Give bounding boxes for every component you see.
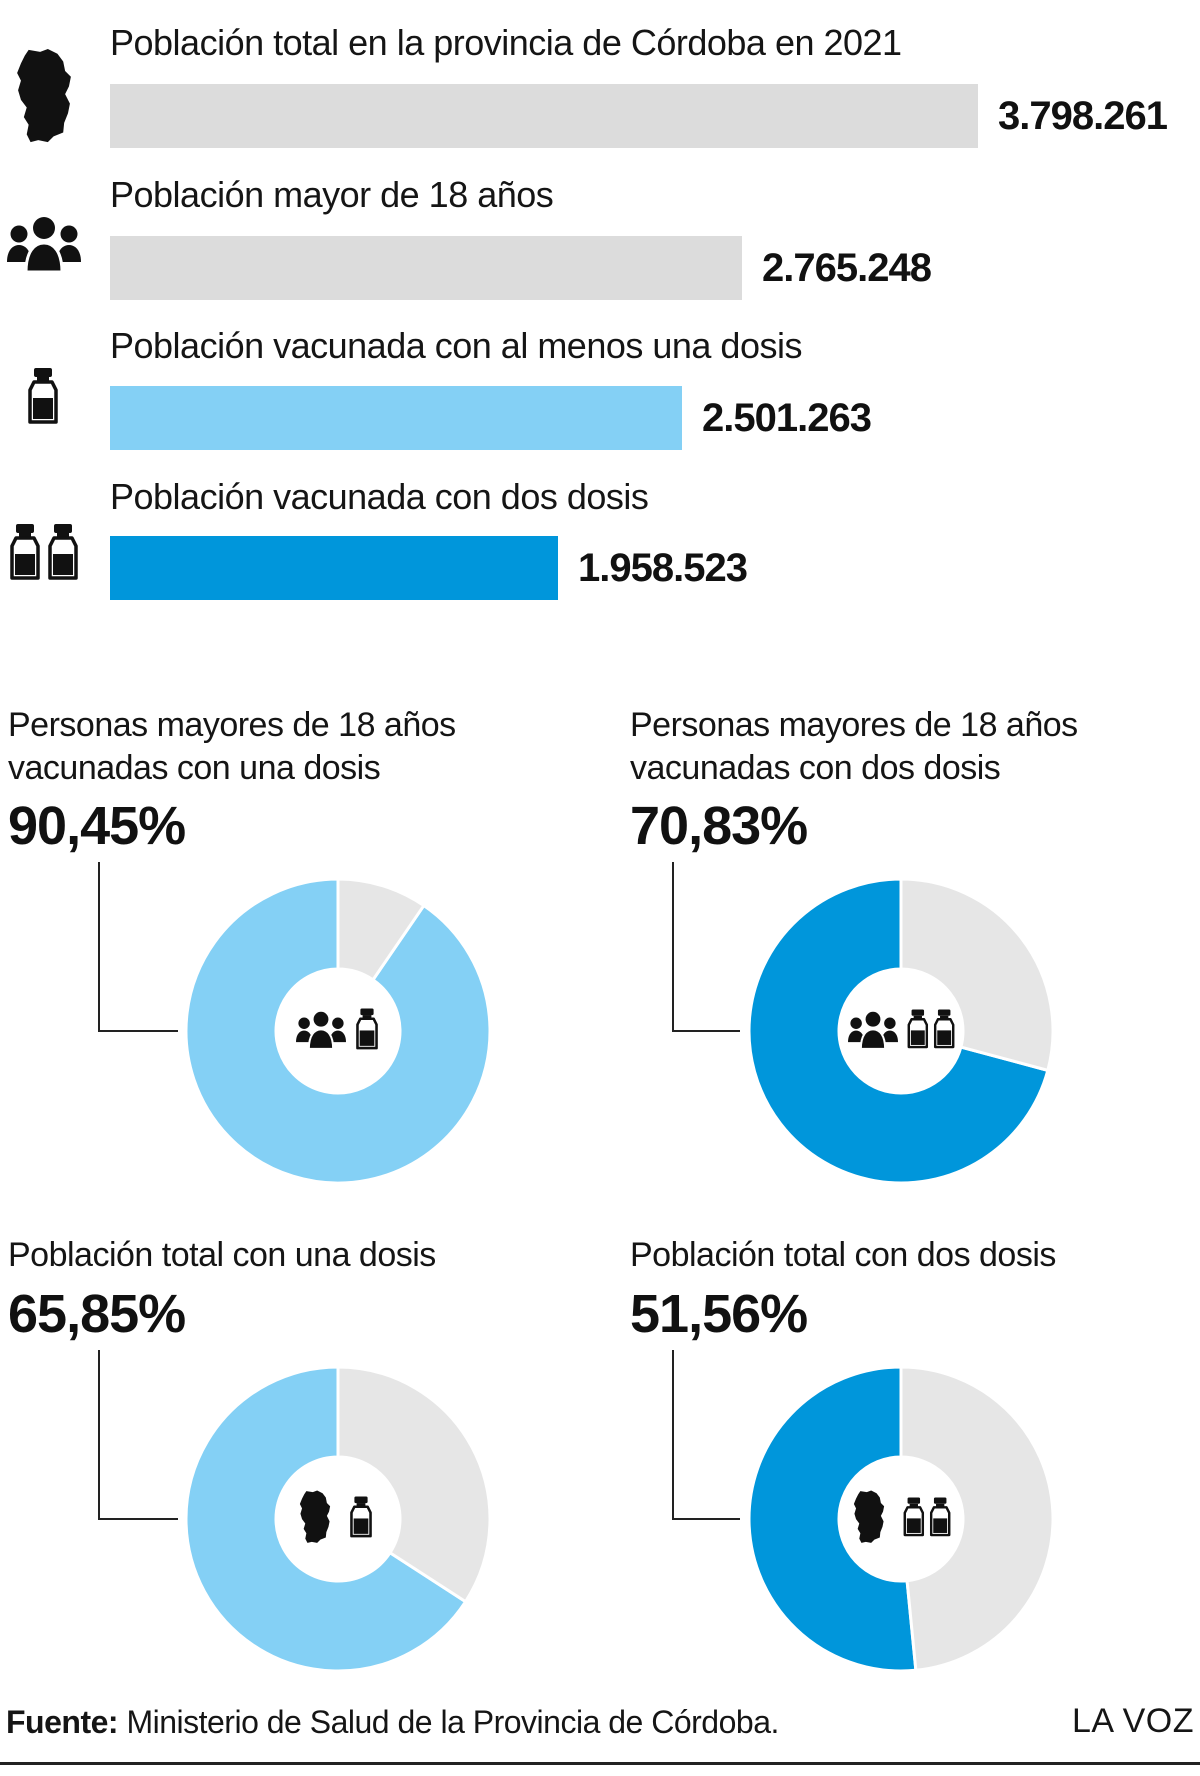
bar-two-doses xyxy=(110,536,558,600)
donut-center-icons xyxy=(846,1004,958,1052)
two-vaccine-vials-icon xyxy=(903,1497,951,1537)
donut-center-icons xyxy=(298,1490,382,1544)
donut-title-line1: Personas mayores de 18 años xyxy=(630,706,1078,744)
donut-percentage: 65,85% xyxy=(8,1284,186,1344)
donut-title-line1: Personas mayores de 18 años xyxy=(8,706,456,744)
vaccine-vial-icon xyxy=(350,1496,372,1538)
donut-title-line1: Población total con dos dosis xyxy=(630,1236,1056,1274)
donut-title: Personas mayores de 18 años vacunadas co… xyxy=(8,704,456,790)
donut-chart xyxy=(747,1365,1055,1673)
two-vaccine-vials-icon xyxy=(907,1009,955,1049)
source-label: Fuente: xyxy=(6,1704,119,1740)
leader-line xyxy=(672,862,740,1032)
donut-center-icons xyxy=(852,1490,956,1544)
donut-segment-vaccinated xyxy=(184,1365,468,1673)
donut-title-line2: vacunadas con una dosis xyxy=(8,749,381,787)
donut-segment-remaining xyxy=(336,877,426,982)
people-group-icon xyxy=(294,1008,348,1052)
bottom-rule xyxy=(0,1762,1200,1765)
donut-center-icons xyxy=(294,1004,384,1052)
leader-line xyxy=(98,1350,178,1520)
donut-chart xyxy=(184,877,492,1185)
bar-value-two-doses: 1.958.523 xyxy=(578,546,748,590)
donut-percentage: 70,83% xyxy=(630,796,808,856)
donut-segment-vaccinated xyxy=(747,1365,918,1673)
donut-title-line2: vacunadas con dos dosis xyxy=(630,749,1001,787)
donut-title-line1: Población total con una dosis xyxy=(8,1236,436,1274)
donut-segment-vaccinated xyxy=(747,877,1050,1185)
donut-segment-remaining xyxy=(899,1365,1055,1672)
leader-line xyxy=(98,862,178,1032)
donut-percentage: 51,56% xyxy=(630,1284,808,1344)
cordoba-map-icon xyxy=(14,48,74,144)
bar-one-dose xyxy=(110,386,682,450)
bar-value-adults: 2.765.248 xyxy=(762,246,932,290)
donut-segment-remaining xyxy=(336,1365,492,1604)
donut-title: Población total con una dosis xyxy=(8,1234,436,1277)
donut-title: Personas mayores de 18 años vacunadas co… xyxy=(630,704,1078,790)
source-text: Ministerio de Salud de la Provincia de C… xyxy=(118,1704,779,1740)
cordoba-map-icon xyxy=(852,1490,886,1544)
donut-title: Población total con dos dosis xyxy=(630,1234,1056,1277)
donut-chart xyxy=(747,877,1055,1185)
people-group-icon xyxy=(4,212,84,276)
cordoba-map-icon xyxy=(298,1490,332,1544)
leader-line xyxy=(672,1350,740,1520)
bar-total xyxy=(110,84,978,148)
bar-value-one-dose: 2.501.263 xyxy=(702,396,872,440)
source-note: Fuente: Ministerio de Salud de la Provin… xyxy=(6,1704,779,1741)
bar-adults xyxy=(110,236,742,300)
donut-chart xyxy=(184,1365,492,1673)
vaccine-vial-icon xyxy=(356,1008,378,1050)
vaccine-vial-icon xyxy=(28,368,58,424)
two-vaccine-vials-icon xyxy=(10,524,78,580)
bar-value-total: 3.798.261 xyxy=(998,94,1168,138)
brand-logo: LA VOZ xyxy=(1071,1702,1194,1740)
bar-label-two-doses: Población vacunada con dos dosis xyxy=(110,476,649,517)
donut-segment-remaining xyxy=(899,877,1055,1073)
bar-label-adults: Población mayor de 18 años xyxy=(110,174,554,215)
bar-label-total: Población total en la provincia de Córdo… xyxy=(110,22,902,63)
donut-segment-vaccinated xyxy=(184,877,492,1185)
donut-percentage: 90,45% xyxy=(8,796,186,856)
people-group-icon xyxy=(846,1008,900,1052)
bar-label-one-dose: Población vacunada con al menos una dosi… xyxy=(110,325,802,366)
